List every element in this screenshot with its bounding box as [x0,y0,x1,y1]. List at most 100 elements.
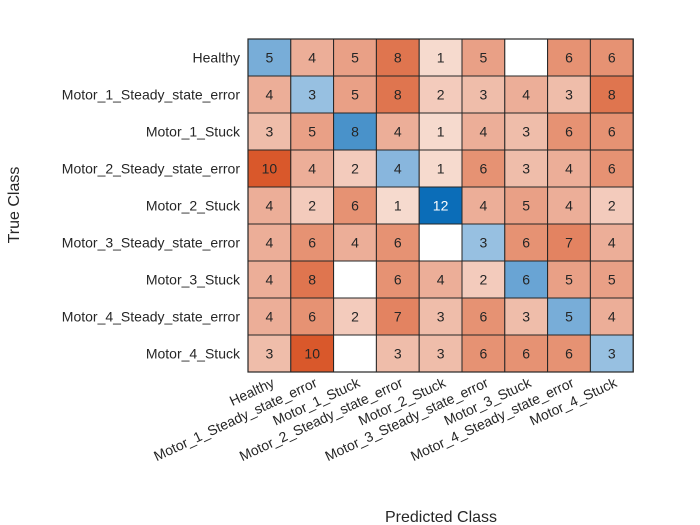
matrix-cell-r1-c1 [290,75,335,114]
cell-value-r1-c7: 3 [565,87,573,103]
row-label: Motor_4_Stuck [146,346,241,362]
matrix-cell-r5-c6 [504,223,549,262]
row-label: Motor_2_Steady_state_error [62,161,241,177]
cell-value-r1-c3: 8 [394,87,402,103]
cell-value-r6-c7: 5 [565,272,573,288]
cell-value-r7-c3: 7 [394,309,402,325]
row-label: Motor_3_Steady_state_error [62,235,241,251]
cell-value-r4-c0: 4 [266,198,274,214]
cell-value-r0-c1: 4 [308,50,316,66]
row-label: Motor_2_Stuck [146,198,241,214]
cell-value-r2-c2: 8 [351,124,359,140]
matrix-cell-r0-c5 [461,38,506,77]
matrix-cell-r7-c6 [504,297,549,336]
cell-value-r7-c1: 6 [308,309,316,325]
matrix-cell-r6-c3 [375,260,420,299]
cells-layer: 5 4 5 8 1 5 6 6 4 3 5 8 2 3 4 3 8 3 5 8 4 1 4 3 6 6 10 4 2 4 1 6 3 4 6 4 2 6 1… [247,38,634,373]
y-axis-title: True Class [6,167,23,244]
matrix-cell-r2-c1 [290,112,335,151]
matrix-cell-r5-c2 [333,223,377,262]
cell-value-r6-c0: 4 [266,272,274,288]
cell-value-r3-c6: 3 [522,161,530,177]
row-labels-layer: Healthy Motor_1_Steady_state_error Motor_1… [62,50,241,362]
matrix-cell-r4-c0 [247,186,292,225]
cell-value-r2-c7: 6 [565,124,573,140]
matrix-cell-r8-c5 [461,334,506,373]
cell-value-r3-c3: 4 [394,161,402,177]
cell-value-r2-c0: 3 [266,124,274,140]
matrix-cell-r7-c8 [589,297,634,336]
cell-value-r5-c1: 6 [308,235,316,251]
cell-value-r7-c8: 4 [608,309,616,325]
matrix-cell-r1-c5 [461,75,506,114]
cell-value-r5-c0: 4 [266,235,274,251]
cell-value-r4-c8: 2 [608,198,616,214]
cell-value-r6-c8: 5 [608,272,616,288]
cell-value-r2-c6: 3 [522,124,530,140]
cell-value-r3-c7: 4 [565,161,573,177]
cell-value-r8-c8: 3 [608,346,616,362]
matrix-cell-r2-c2 [333,112,377,151]
matrix-cell-r3-c1 [290,149,335,188]
cell-value-r1-c2: 5 [351,87,359,103]
matrix-cell-r8-c4 [418,334,463,373]
cell-value-r3-c4: 1 [437,161,445,177]
cell-value-r4-c1: 2 [308,198,316,214]
matrix-cell-r7-c0 [247,297,292,336]
matrix-cell-r1-c7 [547,75,591,114]
matrix-cell-r2-c4 [418,112,463,151]
cell-value-r4-c3: 1 [394,198,402,214]
cell-value-r8-c6: 6 [522,346,530,362]
matrix-cell-r5-c5 [461,223,506,262]
cell-value-r0-c5: 5 [480,50,488,66]
cell-value-r7-c4: 3 [437,309,445,325]
matrix-cell-r6-c4 [418,260,463,299]
cell-value-r0-c2: 5 [351,50,359,66]
cell-value-r7-c7: 5 [565,309,573,325]
row-label: Motor_1_Stuck [146,124,241,140]
cell-value-r3-c5: 6 [480,161,488,177]
cell-value-r5-c8: 4 [608,235,616,251]
cell-value-r4-c5: 4 [480,198,488,214]
cell-value-r1-c6: 4 [522,87,530,103]
matrix-cell-r3-c4 [418,149,463,188]
cell-value-r5-c5: 3 [480,235,488,251]
matrix-cell-r4-c1 [290,186,335,225]
cell-value-r5-c3: 6 [394,235,402,251]
cell-value-r8-c4: 3 [437,346,445,362]
matrix-cell-r1-c3 [375,75,420,114]
col-labels-layer: HealthyMotor_1_Steady_state_errorMotor_1… [151,374,620,464]
cell-value-r0-c3: 8 [394,50,402,66]
matrix-cell-r5-c1 [290,223,335,262]
matrix-cell-r5-c4 [418,223,463,262]
matrix-cell-r0-c1 [290,38,335,77]
matrix-cell-r5-c0 [247,223,292,262]
cell-value-r6-c1: 8 [308,272,316,288]
cell-value-r6-c4: 4 [437,272,445,288]
matrix-cell-r0-c6 [504,38,549,77]
matrix-cell-r8-c3 [375,334,420,373]
cell-value-r0-c4: 1 [437,50,445,66]
matrix-cell-r1-c8 [589,75,634,114]
matrix-cell-r6-c1 [290,260,335,299]
cell-value-r3-c0: 10 [262,161,278,177]
row-label: Healthy [193,50,240,66]
cell-value-r1-c5: 3 [480,87,488,103]
row-label: Motor_3_Stuck [146,272,241,288]
cell-value-r0-c0: 5 [266,50,274,66]
cell-value-r7-c2: 2 [351,309,359,325]
matrix-cell-r5-c7 [547,223,591,262]
matrix-cell-r6-c2 [333,260,377,299]
cell-value-r1-c1: 3 [308,87,316,103]
cell-value-r0-c7: 6 [565,50,573,66]
cell-value-r4-c7: 4 [565,198,573,214]
cell-value-r6-c5: 2 [480,272,488,288]
cell-value-r3-c8: 6 [608,161,616,177]
cell-value-r1-c8: 8 [608,87,616,103]
matrix-cell-r2-c5 [461,112,506,151]
cell-value-r7-c0: 4 [266,309,274,325]
matrix-cell-r8-c8 [589,334,634,373]
cell-value-r2-c3: 4 [394,124,402,140]
matrix-cell-r5-c3 [375,223,420,262]
matrix-cell-r4-c6 [504,186,549,225]
